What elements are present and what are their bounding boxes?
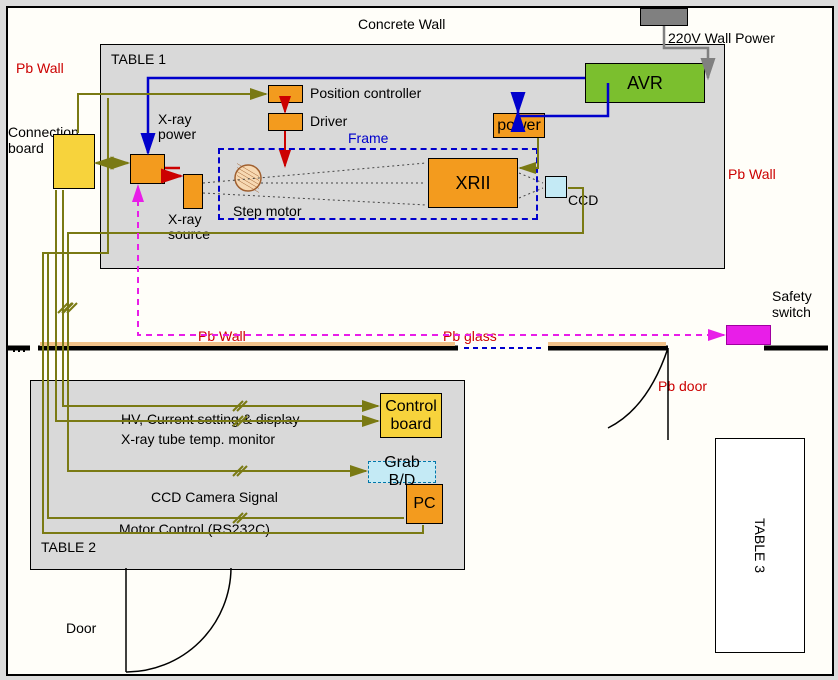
step-motor-label: Step motor (233, 203, 301, 219)
door-label: Door (66, 620, 96, 636)
control-board-box: Control board (380, 393, 442, 438)
xray-source-label: X-ray source (168, 212, 210, 243)
grab-board-box: Grab B/D (368, 461, 436, 483)
safety-switch-label: Safety switch (772, 288, 812, 320)
table3-label: TABLE 3 (752, 518, 768, 573)
power-label: power (497, 117, 541, 135)
safety-switch-box (726, 325, 771, 345)
power-box: power (493, 113, 545, 138)
table3-region: TABLE 3 (715, 438, 805, 653)
pb-wall-mid-label: Pb Wall (198, 328, 246, 344)
xray-power-label: X-ray power (158, 112, 196, 143)
table2-label: TABLE 2 (41, 539, 96, 555)
pb-door-label: Pb door (658, 378, 707, 394)
avr-box: AVR (585, 63, 705, 103)
position-controller-box (268, 85, 303, 103)
diagram-canvas: Concrete Wall 220V Wall Power Pb Wall Pb… (6, 6, 834, 676)
concrete-wall-label: Concrete Wall (358, 16, 445, 32)
frame-label: Frame (348, 130, 388, 146)
xrii-label: XRII (455, 173, 490, 194)
pc-label: PC (413, 495, 435, 513)
ccd-line-label: CCD Camera Signal (151, 489, 278, 505)
hv-line-label: HV, Current setting & display (121, 411, 299, 427)
table1-label: TABLE 1 (111, 51, 166, 67)
pb-wall-left-label: Pb Wall (16, 60, 64, 76)
avr-label: AVR (627, 73, 663, 94)
connection-board-box (53, 134, 95, 189)
position-controller-label: Position controller (310, 85, 421, 101)
pc-box: PC (406, 484, 443, 524)
driver-box (268, 113, 303, 131)
diagram-root: Concrete Wall 220V Wall Power Pb Wall Pb… (0, 0, 838, 680)
control-board-label: Control board (385, 398, 437, 433)
ccd-label: CCD (568, 192, 598, 208)
driver-label: Driver (310, 113, 347, 129)
xray-power-box (130, 154, 165, 184)
xrii-box: XRII (428, 158, 518, 208)
temp-line-label: X-ray tube temp. monitor (121, 431, 275, 447)
pb-glass-label: Pb glass (443, 328, 497, 344)
xray-source-box (183, 174, 203, 209)
pb-wall-right-label: Pb Wall (728, 166, 776, 182)
wall-plug-icon (640, 8, 688, 26)
ccd-box (545, 176, 567, 198)
motor-line-label: Motor Control (RS232C) (119, 521, 270, 537)
